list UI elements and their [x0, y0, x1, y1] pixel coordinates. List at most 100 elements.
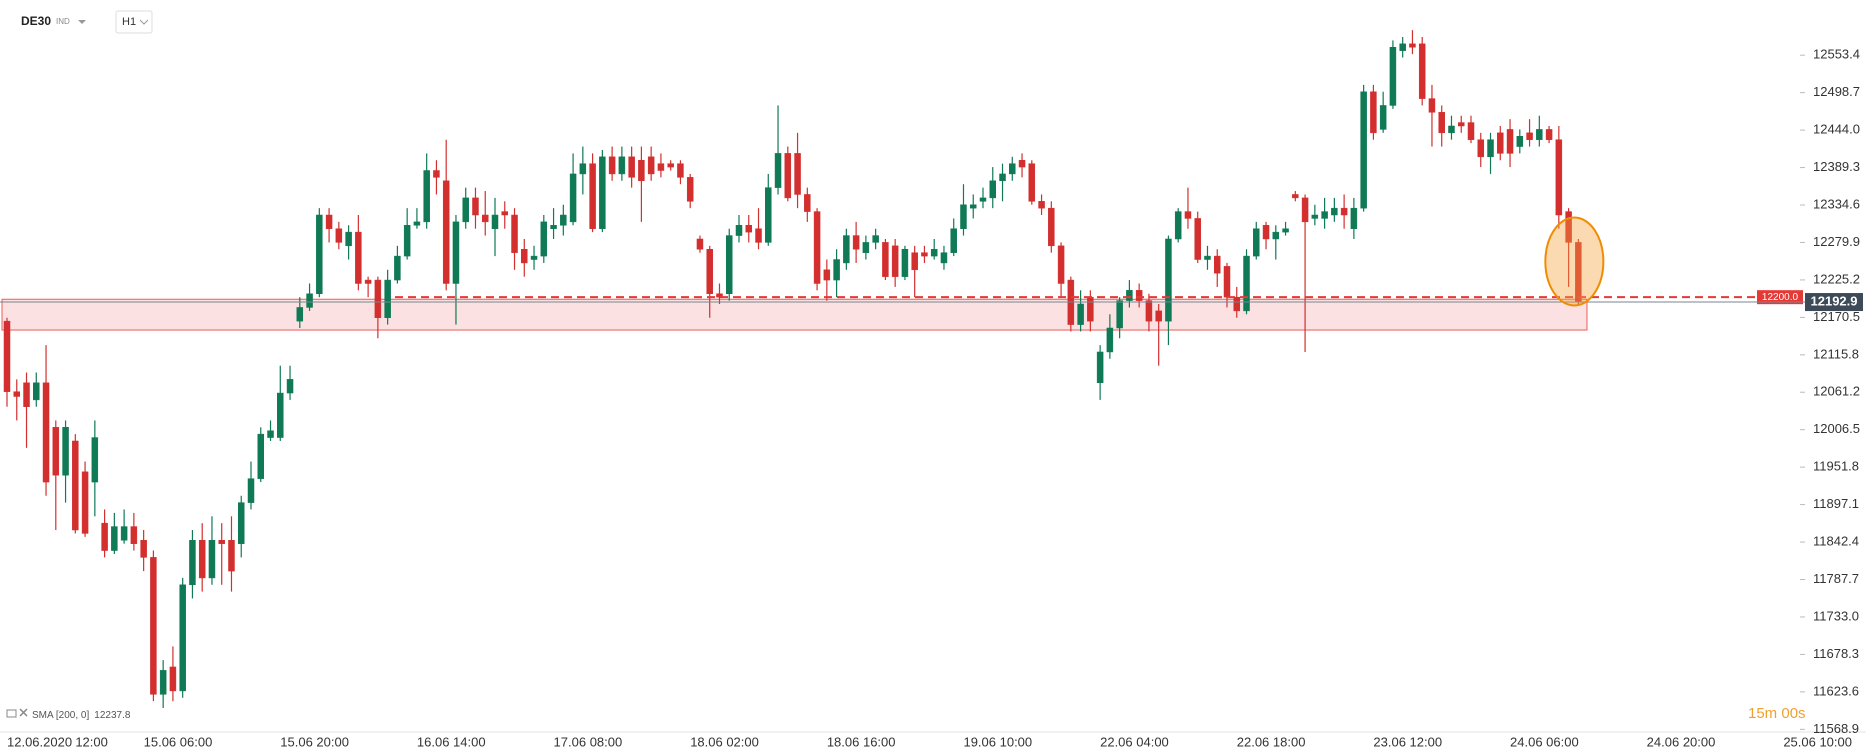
candle-body — [1038, 201, 1045, 209]
y-tick-label: 12006.5 — [1813, 421, 1860, 436]
interval-dropdown[interactable] — [139, 19, 149, 25]
candle-body — [716, 293, 723, 298]
candle-body — [1516, 136, 1524, 147]
candle-body — [1028, 163, 1036, 202]
candle-body — [843, 235, 850, 264]
candle-body — [579, 163, 587, 175]
market: IND — [56, 17, 70, 26]
candle-body — [1262, 225, 1270, 240]
candle-body — [423, 170, 430, 223]
candle-body — [1399, 43, 1406, 51]
candle-body — [1448, 125, 1455, 134]
symbol-dropdown[interactable] — [78, 20, 86, 24]
y-tick-label: 11787.7 — [1813, 571, 1859, 586]
candle-body — [882, 242, 889, 277]
candle-body — [1077, 303, 1084, 325]
candle-body — [686, 177, 694, 202]
highlight-circle — [1544, 216, 1605, 307]
x-tick-label: 23.06 12:00 — [1373, 734, 1442, 749]
candle-body — [735, 225, 743, 236]
candle-body — [306, 293, 313, 308]
y-tick-label: 12498.7 — [1813, 84, 1860, 99]
candle-body — [501, 211, 509, 216]
candle-body — [111, 526, 118, 551]
candle-body — [1292, 194, 1299, 199]
sma-legend: SMA [200, 0] 12237.8 — [6, 708, 131, 721]
y-tick-label: 12170.5 — [1813, 309, 1860, 324]
x-tick-label: 17.06 08:00 — [554, 734, 623, 749]
candle-body — [530, 255, 538, 260]
y-tick-label: 11678.3 — [1813, 646, 1859, 661]
candle-body — [1253, 228, 1260, 257]
candle-body — [999, 173, 1006, 182]
candle-body — [989, 180, 997, 199]
sma-icon[interactable] — [6, 709, 17, 718]
sma-remove[interactable] — [19, 708, 28, 717]
candle-body — [491, 214, 499, 229]
candle-body — [140, 540, 147, 558]
candle-body — [1565, 211, 1572, 243]
candle-body — [1184, 211, 1192, 219]
candle-body — [872, 235, 879, 243]
candle-body — [1555, 139, 1563, 216]
candle-body — [511, 214, 518, 253]
y-tick-label: 11842.4 — [1813, 533, 1859, 548]
candle-body — [1243, 255, 1250, 312]
symbol[interactable]: DE30 — [21, 14, 51, 28]
candle-body — [589, 163, 596, 229]
candle-body — [277, 392, 284, 438]
candle-body — [345, 231, 352, 247]
candle-body — [804, 194, 811, 212]
candle-body — [833, 259, 840, 281]
candle-body — [560, 214, 567, 226]
candle-body — [42, 382, 50, 483]
candle-body — [1497, 132, 1504, 154]
y-tick-label: 11623.6 — [1813, 683, 1859, 698]
candle-body — [647, 156, 655, 175]
candle-body — [628, 156, 635, 178]
candle-body — [1096, 351, 1104, 384]
candle-body — [1018, 159, 1026, 168]
candle-body — [62, 427, 69, 476]
candle-body — [1272, 231, 1280, 240]
candle-body — [960, 204, 967, 229]
candle-body — [1545, 129, 1553, 140]
candle-body — [521, 248, 528, 264]
candle-body — [1350, 207, 1358, 229]
candle-body — [862, 242, 870, 253]
candle-body — [91, 437, 99, 483]
interval-box[interactable] — [115, 10, 153, 34]
candle-body — [950, 228, 957, 253]
candle-body — [725, 235, 733, 295]
candle-body — [13, 391, 21, 397]
candle-body — [81, 471, 89, 534]
alert-tag-label: 12200.0 — [1762, 292, 1799, 303]
candle-body — [657, 163, 665, 171]
candle-body — [745, 225, 753, 233]
candle-body — [384, 279, 391, 318]
candle-body — [374, 279, 382, 318]
x-tick-label: 19.06 10:00 — [963, 734, 1032, 749]
candle-body — [296, 307, 304, 322]
candle-body — [813, 211, 821, 284]
candle-body — [1233, 296, 1241, 312]
candle-body — [1106, 327, 1114, 353]
x-tick-label: 25.06 10:00 — [1783, 734, 1852, 749]
candle-body — [540, 221, 548, 257]
candle-body — [794, 153, 801, 195]
candle-body — [608, 156, 616, 175]
interval[interactable]: H1 — [122, 16, 136, 28]
candle-body — [472, 197, 479, 216]
candle-body — [462, 197, 469, 223]
candle-body — [1057, 245, 1065, 284]
candle-body — [325, 214, 333, 229]
candle-body — [1506, 129, 1514, 154]
candle-body — [1135, 290, 1143, 301]
candle-body — [667, 163, 674, 168]
candle-body — [52, 427, 60, 476]
candle-body — [72, 440, 79, 531]
y-tick-label: 12444.0 — [1813, 122, 1860, 137]
candle-body — [1340, 207, 1348, 216]
y-tick-label: 12334.6 — [1813, 196, 1860, 211]
